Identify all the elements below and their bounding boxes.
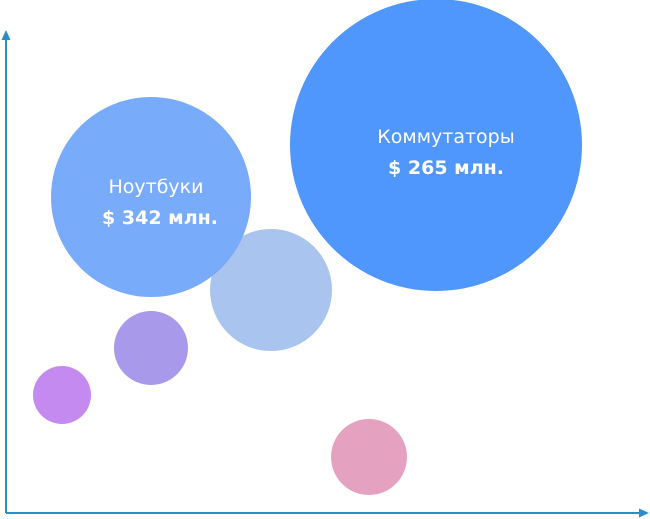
- bubble-bubble-3: [210, 229, 332, 351]
- bubble-circle: [331, 419, 407, 495]
- bubble-circle: [51, 97, 251, 297]
- bubble-label-value: $ 342 млн.: [102, 207, 218, 229]
- bubble-label-name: Ноутбуки: [108, 176, 203, 198]
- bubble-kommutatory: Коммутаторы $ 265 млн.: [290, 0, 582, 291]
- bubble-label-name: Коммутаторы: [377, 126, 515, 148]
- y-axis-arrow-icon: [1, 30, 11, 40]
- x-axis-arrow-icon: [639, 508, 649, 518]
- bubble-bubble-4: [114, 311, 188, 385]
- bubble-noutbuki: Ноутбуки $ 342 млн.: [51, 97, 251, 297]
- bubbles-layer: Коммутаторы $ 265 млн. Ноутбуки $ 342 млн.: [33, 0, 582, 495]
- bubble-label-value: $ 265 млн.: [388, 157, 504, 179]
- bubble-bubble-6: [331, 419, 407, 495]
- axes: [1, 30, 649, 518]
- bubble-circle: [114, 311, 188, 385]
- bubble-circle: [290, 0, 582, 291]
- bubble-circle: [33, 366, 91, 424]
- bubble-circle: [210, 229, 332, 351]
- bubble-bubble-5: [33, 366, 91, 424]
